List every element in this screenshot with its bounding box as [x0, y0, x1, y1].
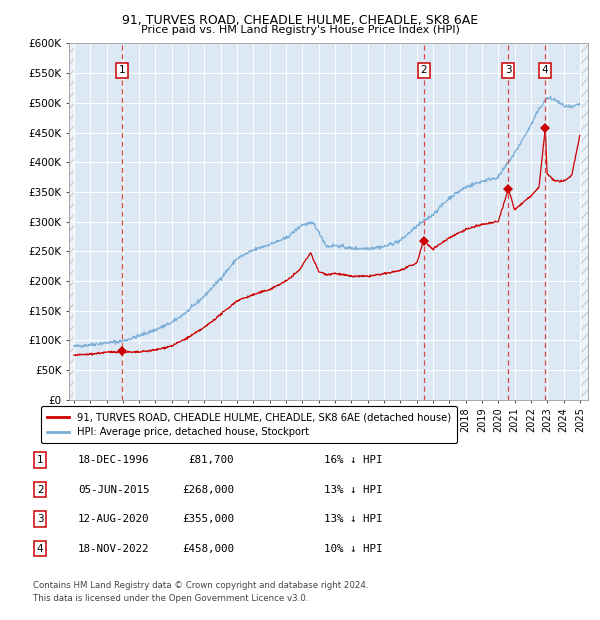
Text: 2: 2 — [421, 65, 427, 75]
Text: 3: 3 — [37, 514, 44, 524]
Text: 3: 3 — [505, 65, 512, 75]
Text: 91, TURVES ROAD, CHEADLE HULME, CHEADLE, SK8 6AE: 91, TURVES ROAD, CHEADLE HULME, CHEADLE,… — [122, 14, 478, 27]
Legend: 91, TURVES ROAD, CHEADLE HULME, CHEADLE, SK8 6AE (detached house), HPI: Average : 91, TURVES ROAD, CHEADLE HULME, CHEADLE,… — [41, 406, 457, 443]
Text: 10% ↓ HPI: 10% ↓ HPI — [324, 544, 383, 554]
Text: £458,000: £458,000 — [182, 544, 234, 554]
Text: 12-AUG-2020: 12-AUG-2020 — [78, 514, 149, 524]
Text: 2: 2 — [37, 485, 44, 495]
Text: Price paid vs. HM Land Registry's House Price Index (HPI): Price paid vs. HM Land Registry's House … — [140, 25, 460, 35]
Text: 18-NOV-2022: 18-NOV-2022 — [78, 544, 149, 554]
Text: 4: 4 — [37, 544, 44, 554]
Text: 13% ↓ HPI: 13% ↓ HPI — [324, 485, 383, 495]
Text: 4: 4 — [542, 65, 548, 75]
Text: £355,000: £355,000 — [182, 514, 234, 524]
Text: 1: 1 — [119, 65, 125, 75]
Bar — [69, 43, 74, 400]
Text: £81,700: £81,700 — [188, 455, 234, 465]
Text: £268,000: £268,000 — [182, 485, 234, 495]
Text: 18-DEC-1996: 18-DEC-1996 — [78, 455, 149, 465]
Text: This data is licensed under the Open Government Licence v3.0.: This data is licensed under the Open Gov… — [33, 593, 308, 603]
Text: 16% ↓ HPI: 16% ↓ HPI — [324, 455, 383, 465]
Bar — [581, 43, 589, 400]
Text: 1: 1 — [37, 455, 44, 465]
Text: 13% ↓ HPI: 13% ↓ HPI — [324, 514, 383, 524]
Text: 05-JUN-2015: 05-JUN-2015 — [78, 485, 149, 495]
Text: Contains HM Land Registry data © Crown copyright and database right 2024.: Contains HM Land Registry data © Crown c… — [33, 581, 368, 590]
